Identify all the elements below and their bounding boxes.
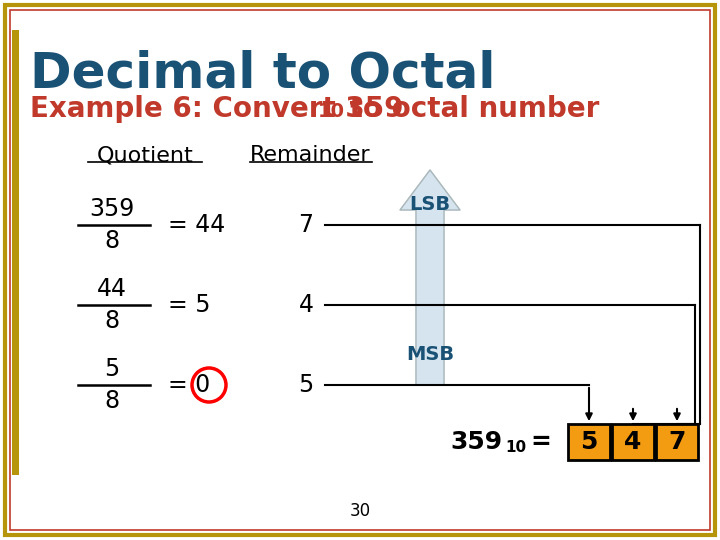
Text: Decimal to Octal: Decimal to Octal	[30, 50, 495, 98]
Text: 8: 8	[104, 389, 120, 413]
Text: 7: 7	[668, 430, 685, 454]
Text: Quotient: Quotient	[96, 145, 194, 165]
Text: 8: 8	[104, 229, 120, 253]
Text: 4: 4	[299, 293, 313, 317]
Text: = 44: = 44	[168, 213, 225, 237]
Text: 5: 5	[298, 373, 314, 397]
Text: LSB: LSB	[410, 195, 451, 214]
Text: Remainder: Remainder	[250, 145, 370, 165]
Text: 44: 44	[97, 277, 127, 301]
Text: 30: 30	[349, 502, 371, 520]
Text: = 5: = 5	[168, 293, 210, 317]
Text: 8: 8	[104, 309, 120, 333]
Text: 10: 10	[505, 441, 526, 456]
Text: 4: 4	[624, 430, 642, 454]
Text: 359: 359	[451, 430, 503, 454]
Text: to octal number: to octal number	[340, 95, 599, 123]
Text: = 0: = 0	[168, 373, 210, 397]
Text: MSB: MSB	[406, 345, 454, 364]
Text: 5: 5	[104, 357, 120, 381]
Bar	[656, 424, 698, 460]
Text: 359: 359	[89, 197, 135, 221]
Text: =: =	[530, 430, 551, 454]
Polygon shape	[400, 170, 460, 385]
Text: Example 6: Convert 359: Example 6: Convert 359	[30, 95, 403, 123]
Text: 10: 10	[318, 102, 345, 121]
Bar	[568, 424, 610, 460]
Text: 7: 7	[299, 213, 313, 237]
Bar	[12, 30, 19, 475]
Bar	[612, 424, 654, 460]
Text: 5: 5	[580, 430, 598, 454]
